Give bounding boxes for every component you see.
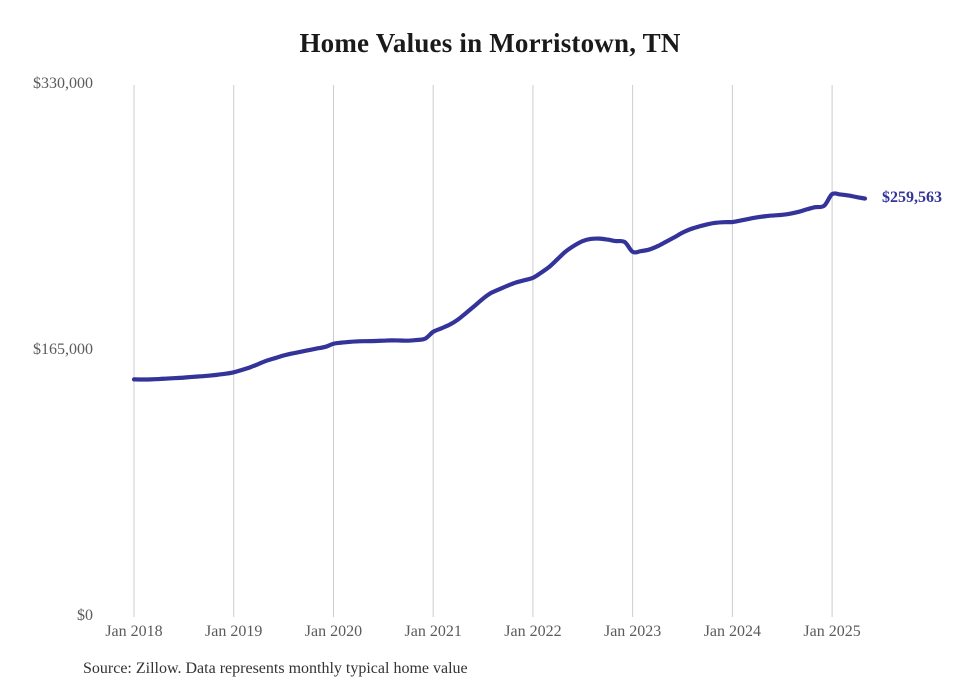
- y-tick-label-1: $165,000: [33, 341, 93, 358]
- x-tick-label-jan-2020: Jan 2020: [304, 623, 363, 640]
- chart-title: Home Values in Morristown, TN: [299, 28, 681, 58]
- series-line-0: [131, 191, 868, 382]
- x-tick-label-jan-2019: Jan 2019: [205, 623, 263, 640]
- x-tick-label-jan-2021: Jan 2021: [404, 623, 462, 640]
- end-value-label: $259,563: [882, 188, 943, 206]
- series-group: [131, 191, 868, 382]
- source-note: Source: Zillow. Data represents monthly …: [83, 660, 468, 677]
- y-tick-label-0: $330,000: [33, 75, 93, 92]
- gridlines-group: [133, 85, 833, 617]
- y-tick-label-2: $0: [77, 607, 93, 624]
- x-tick-label-jan-2023: Jan 2023: [603, 623, 662, 640]
- x-tick-label-jan-2025: Jan 2025: [803, 623, 861, 640]
- x-tick-label-jan-2022: Jan 2022: [504, 623, 562, 640]
- x-tick-label-jan-2018: Jan 2018: [105, 623, 163, 640]
- x-tick-label-jan-2024: Jan 2024: [703, 623, 762, 640]
